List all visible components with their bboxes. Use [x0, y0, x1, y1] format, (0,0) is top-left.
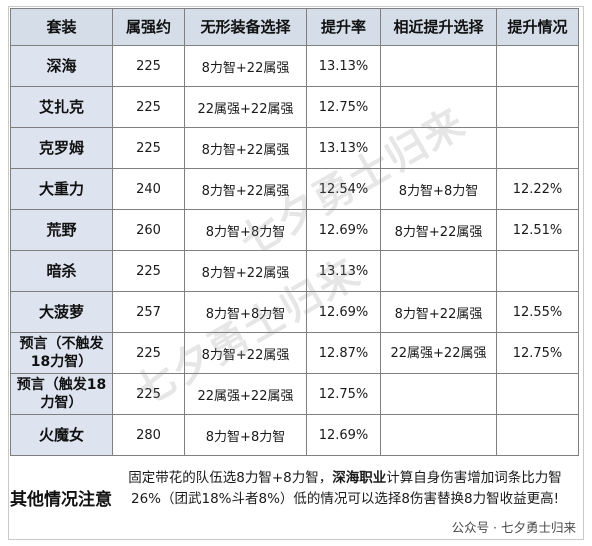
alt-rate-value	[496, 373, 579, 415]
suit-name: 预言（触发18力智）	[10, 373, 113, 415]
alt-choice-value: 22属强+22属强	[380, 332, 497, 374]
choice-value: 22属强+22属强	[184, 373, 307, 415]
note-text-part-2: 计算自身伤害增加词条比力智26%（团武18%斗者8%）低的情况可以选择8伤害替换…	[130, 470, 562, 507]
suit-name: 火魔女	[10, 414, 113, 456]
alt-choice-value: 8力智+8力智	[380, 168, 497, 210]
choice-value: 8力智+22属强	[184, 250, 307, 292]
alt-choice-value	[380, 127, 497, 169]
choice-value: 22属强+22属强	[184, 86, 307, 128]
attr-value: 225	[112, 127, 185, 169]
alt-choice-value: 8力智+22属强	[380, 209, 497, 251]
rate-value: 12.75%	[306, 373, 381, 415]
note-text-part-1: 固定带花的队伍选8力智+8力智，	[128, 470, 333, 486]
suit-name: 荒野	[10, 209, 113, 251]
alt-rate-value	[496, 86, 579, 128]
attr-value: 280	[112, 414, 185, 456]
header-attr: 属强约	[112, 8, 185, 46]
table-row: 荒野 260 8力智+8力智 12.69% 8力智+22属强 12.51%	[10, 209, 579, 251]
alt-rate-value: 12.22%	[496, 168, 579, 210]
suit-name: 大重力	[10, 168, 113, 210]
note-text: 固定带花的队伍选8力智+8力智，深海职业计算自身伤害增加词条比力智26%（团武1…	[112, 462, 578, 538]
attr-value: 260	[112, 209, 185, 251]
alt-choice-value	[380, 86, 497, 128]
choice-value: 8力智+8力智	[184, 209, 307, 251]
rate-value: 12.69%	[306, 291, 381, 333]
alt-rate-value: 12.75%	[496, 332, 579, 374]
table-row: 大重力 240 8力智+22属强 12.54% 8力智+8力智 12.22%	[10, 168, 579, 210]
attr-value: 240	[112, 168, 185, 210]
suit-name: 预言（不触发18力智）	[10, 332, 113, 374]
note-section: 其他情况注意 固定带花的队伍选8力智+8力智，深海职业计算自身伤害增加词条比力智…	[10, 462, 578, 538]
table-row: 艾扎克 225 22属强+22属强 12.75%	[10, 86, 579, 128]
attr-value: 225	[112, 86, 185, 128]
suit-comparison-table: 套装 属强约 无形装备选择 提升率 相近提升选择 提升情况 深海 225 8力智…	[10, 8, 579, 456]
alt-rate-value	[496, 45, 579, 87]
suit-name: 暗杀	[10, 250, 113, 292]
rate-value: 12.54%	[306, 168, 381, 210]
attr-value: 257	[112, 291, 185, 333]
suit-name: 深海	[10, 45, 113, 87]
table-row: 预言（触发18力智） 225 22属强+22属强 12.75%	[10, 373, 579, 415]
header-row: 套装 属强约 无形装备选择 提升率 相近提升选择 提升情况	[10, 8, 579, 46]
header-suit: 套装	[10, 8, 113, 46]
alt-rate-value	[496, 127, 579, 169]
table-row: 暗杀 225 8力智+22属强 13.13%	[10, 250, 579, 292]
header-alt-rate: 提升情况	[496, 8, 579, 46]
attr-value: 225	[112, 250, 185, 292]
rate-value: 13.13%	[306, 250, 381, 292]
header-choice: 无形装备选择	[184, 8, 307, 46]
suit-name: 大菠萝	[10, 291, 113, 333]
rate-value: 12.75%	[306, 86, 381, 128]
alt-rate-value: 12.55%	[496, 291, 579, 333]
alt-choice-value: 8力智+22属强	[380, 291, 497, 333]
alt-choice-value	[380, 45, 497, 87]
rate-value: 13.13%	[306, 127, 381, 169]
table-row: 预言（不触发18力智） 225 8力智+22属强 12.87% 22属强+22属…	[10, 332, 579, 374]
alt-choice-value	[380, 414, 497, 456]
alt-choice-value	[380, 373, 497, 415]
choice-value: 8力智+22属强	[184, 332, 307, 374]
header-alt-choice: 相近提升选择	[380, 8, 497, 46]
choice-value: 8力智+8力智	[184, 414, 307, 456]
rate-value: 12.69%	[306, 414, 381, 456]
table-row: 深海 225 8力智+22属强 13.13%	[10, 45, 579, 87]
rate-value: 12.87%	[306, 332, 381, 374]
choice-value: 8力智+22属强	[184, 168, 307, 210]
source-credit: 公众号 · 七夕勇士归来	[449, 517, 578, 536]
note-text-highlight: 深海职业	[332, 470, 387, 486]
attr-value: 225	[112, 373, 185, 415]
attr-value: 225	[112, 45, 185, 87]
choice-value: 8力智+22属强	[184, 127, 307, 169]
alt-choice-value	[380, 250, 497, 292]
table-row: 火魔女 280 8力智+8力智 12.69%	[10, 414, 579, 456]
rate-value: 13.13%	[306, 45, 381, 87]
attr-value: 225	[112, 332, 185, 374]
alt-rate-value	[496, 414, 579, 456]
table-row: 克罗姆 225 8力智+22属强 13.13%	[10, 127, 579, 169]
note-title: 其他情况注意	[10, 490, 112, 510]
alt-rate-value	[496, 250, 579, 292]
suit-name: 艾扎克	[10, 86, 113, 128]
suit-name: 克罗姆	[10, 127, 113, 169]
alt-rate-value: 12.51%	[496, 209, 579, 251]
header-rate: 提升率	[306, 8, 381, 46]
choice-value: 8力智+22属强	[184, 45, 307, 87]
choice-value: 8力智+8力智	[184, 291, 307, 333]
table-row: 大菠萝 257 8力智+8力智 12.69% 8力智+22属强 12.55%	[10, 291, 579, 333]
rate-value: 12.69%	[306, 209, 381, 251]
